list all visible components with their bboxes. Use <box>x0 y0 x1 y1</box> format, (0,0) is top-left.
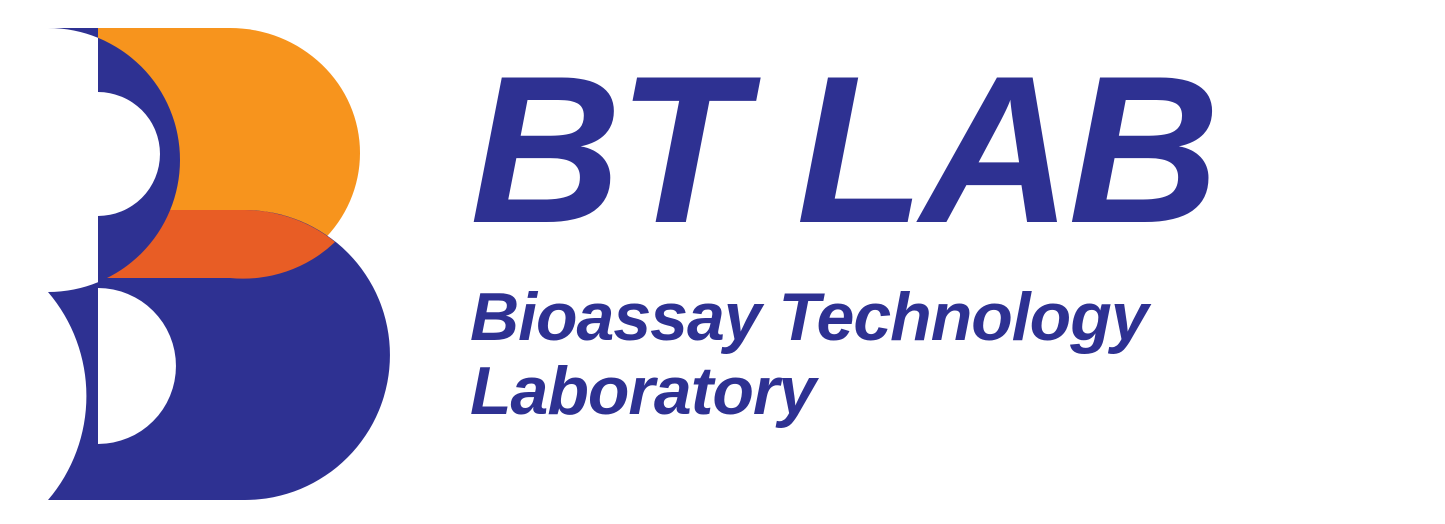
logo-text-block: BT LAB Bioassay Technology Laboratory <box>470 20 1216 429</box>
subtitle-line-1: Bioassay Technology <box>470 280 1216 355</box>
subtitle-line-2: Laboratory <box>470 354 1216 429</box>
brand-subtitle: Bioassay Technology Laboratory <box>470 280 1216 430</box>
logo-mark-icon <box>30 20 410 504</box>
logo-container: BT LAB Bioassay Technology Laboratory <box>0 0 1445 524</box>
brand-main-title: BT LAB <box>470 50 1216 250</box>
